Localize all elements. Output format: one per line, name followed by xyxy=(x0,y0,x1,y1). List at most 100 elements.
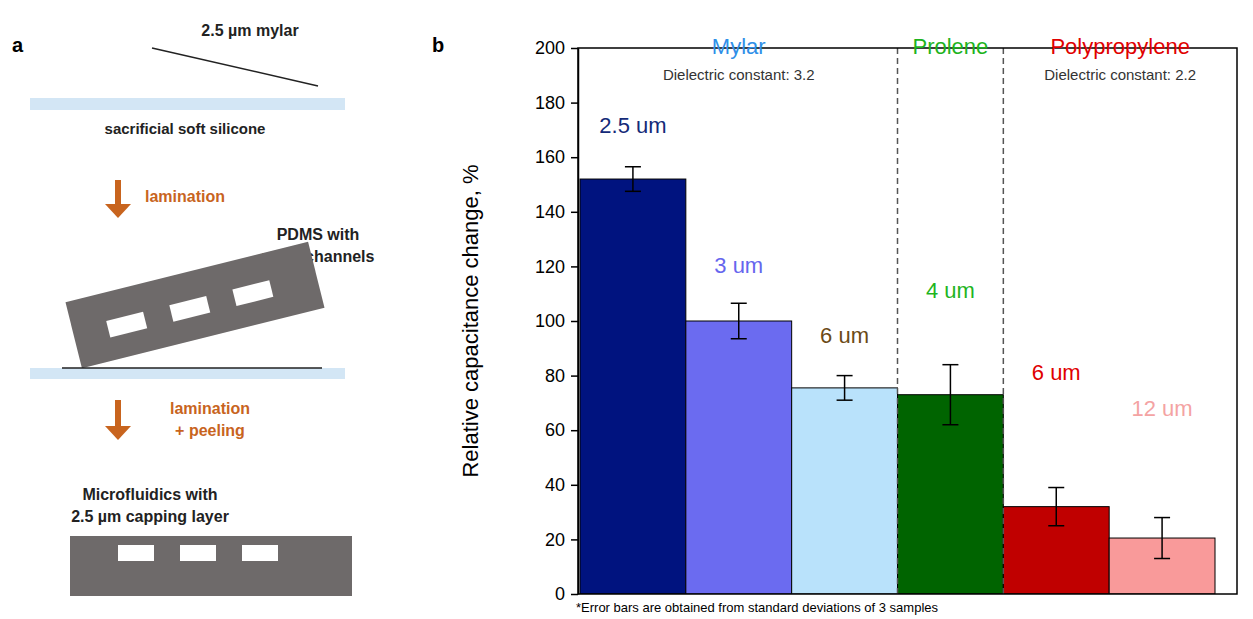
tick-label: 100 xyxy=(535,311,565,331)
error-cap xyxy=(1154,517,1170,519)
error-cap xyxy=(731,303,747,305)
error-stem xyxy=(1056,488,1058,526)
tick: 200 xyxy=(535,38,578,58)
chart-panel: b 0 20 40 60 80 100 120 140 160 180 200 Relative cap… xyxy=(432,34,1237,615)
step-label: + peeling xyxy=(175,422,245,439)
group-separator xyxy=(897,48,899,594)
tick-label: 180 xyxy=(535,93,565,113)
bar xyxy=(898,395,1004,594)
bar xyxy=(686,321,792,594)
microchannel xyxy=(106,312,147,338)
bar-label: 12 um xyxy=(1132,396,1193,421)
tick-mark xyxy=(571,102,578,104)
bar-label: 4 um xyxy=(926,278,975,303)
tick-mark xyxy=(571,157,578,159)
error-stem xyxy=(738,303,740,338)
tick-mark xyxy=(571,212,578,214)
tick-label: 0 xyxy=(555,584,565,604)
group-separator xyxy=(1003,48,1005,594)
result-label: 2.5 µm capping layer xyxy=(71,508,229,525)
footnote: *Error bars are obtained from standard d… xyxy=(576,600,939,615)
tick-mark xyxy=(571,485,578,487)
error-stem xyxy=(844,376,846,401)
pdms-body xyxy=(65,242,324,368)
arrow-2-head xyxy=(105,426,131,440)
error-cap xyxy=(625,191,641,193)
step-label: lamination xyxy=(145,188,225,205)
device-body xyxy=(70,536,352,596)
diagram-panel: a2.5 µm mylarsacrificial soft siliconela… xyxy=(12,22,375,596)
microchannel xyxy=(232,280,273,306)
error-cap xyxy=(1048,487,1064,489)
microchannel xyxy=(242,545,278,561)
tick-label: 140 xyxy=(535,202,565,222)
tick: 60 xyxy=(545,420,578,440)
silicone-layer xyxy=(30,98,345,110)
error-bar xyxy=(837,376,853,401)
film-label: 2.5 µm mylar xyxy=(201,22,298,39)
tick-mark xyxy=(571,266,578,268)
error-bar xyxy=(942,365,958,425)
error-bar xyxy=(1154,518,1170,559)
error-stem xyxy=(632,167,634,192)
tick: 140 xyxy=(535,202,578,222)
error-cap xyxy=(837,375,853,377)
bar-label: 6 um xyxy=(1032,360,1081,385)
error-bar xyxy=(625,167,641,192)
panel-letter: b xyxy=(432,34,444,56)
error-cap xyxy=(731,338,747,340)
microchannel xyxy=(169,296,210,322)
y-axis-title: Relative capacitance change, % xyxy=(458,164,483,477)
figure: a2.5 µm mylarsacrificial soft siliconela… xyxy=(0,0,1253,619)
tick-label: 60 xyxy=(545,420,565,440)
step-label: lamination xyxy=(170,400,250,417)
group-label: Prolene xyxy=(912,34,988,59)
silicone-layer xyxy=(30,368,345,379)
bar xyxy=(792,388,898,594)
bar-label: 3 um xyxy=(714,253,763,278)
arrow-1-shaft xyxy=(115,180,121,206)
tick: 100 xyxy=(535,311,578,331)
microchannel xyxy=(180,545,216,561)
tick-label: 20 xyxy=(545,530,565,550)
result-label: Microfluidics with xyxy=(82,486,217,503)
tick-mark xyxy=(571,375,578,377)
error-cap xyxy=(837,399,853,401)
group-note: Dielectric constant: 3.2 xyxy=(663,66,815,83)
tick-mark xyxy=(571,48,578,50)
tick-mark xyxy=(571,594,578,596)
bar-label: 2.5 um xyxy=(599,113,666,138)
error-cap xyxy=(942,424,958,426)
error-bar xyxy=(1048,488,1064,526)
bar-label: 6 um xyxy=(820,323,869,348)
error-stem xyxy=(1161,518,1163,559)
pdms-slab xyxy=(65,242,324,368)
tick-mark xyxy=(571,539,578,541)
tick: 120 xyxy=(535,257,578,277)
tick: 20 xyxy=(545,530,578,550)
substrate-label: sacrificial soft silicone xyxy=(105,120,266,137)
arrow-1-head xyxy=(105,204,131,218)
tick-label: 160 xyxy=(535,147,565,167)
tick-mark xyxy=(571,430,578,432)
error-bar xyxy=(731,303,747,338)
pdms-label: PDMS with xyxy=(277,226,360,243)
error-cap xyxy=(625,166,641,168)
group-note: Dielectric constant: 2.2 xyxy=(1044,66,1196,83)
tick: 40 xyxy=(545,475,578,495)
error-cap xyxy=(942,364,958,366)
tick: 80 xyxy=(545,366,578,386)
tick: 180 xyxy=(535,93,578,113)
group-label: Mylar xyxy=(712,34,766,59)
error-cap xyxy=(1154,558,1170,560)
mylar-film xyxy=(62,367,322,369)
tick-label: 80 xyxy=(545,366,565,386)
plot-frame xyxy=(578,48,1237,594)
tick-mark xyxy=(571,321,578,323)
tick: 0 xyxy=(555,584,578,604)
tick-label: 40 xyxy=(545,475,565,495)
tick: 160 xyxy=(535,147,578,167)
error-cap xyxy=(1048,525,1064,527)
mylar-film xyxy=(152,48,318,86)
group-label: Polypropylene xyxy=(1050,34,1189,59)
